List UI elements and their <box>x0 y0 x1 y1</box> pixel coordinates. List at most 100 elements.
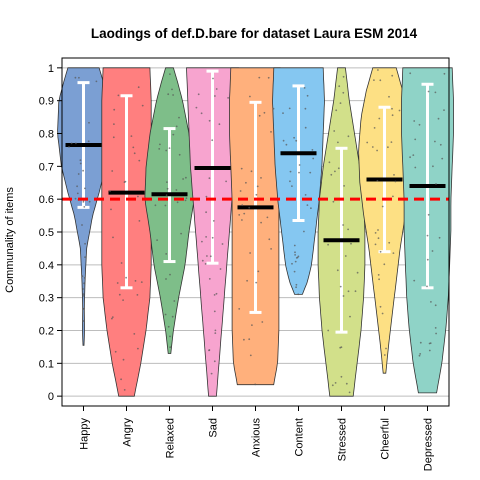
data-point <box>212 77 214 80</box>
data-point <box>83 307 85 310</box>
data-point <box>239 190 242 192</box>
x-tick-label-anxious: Anxious <box>251 418 263 458</box>
data-point <box>409 156 411 159</box>
data-point <box>414 138 417 141</box>
data-point <box>431 250 434 252</box>
data-point <box>413 279 416 282</box>
data-point <box>256 185 259 188</box>
data-point <box>169 335 171 338</box>
data-point <box>393 174 395 176</box>
data-point <box>165 278 167 280</box>
data-point <box>309 171 312 174</box>
y-tick-label: 0.8 <box>39 129 54 141</box>
data-point <box>295 283 298 286</box>
data-point <box>164 204 167 207</box>
data-point <box>342 75 345 78</box>
data-point <box>154 204 157 207</box>
data-point <box>81 275 84 277</box>
data-point <box>123 389 126 391</box>
data-point <box>211 139 214 142</box>
data-point <box>356 271 359 274</box>
data-point <box>270 248 272 250</box>
data-point <box>120 262 123 264</box>
data-point <box>249 354 252 357</box>
data-point <box>258 114 261 117</box>
data-point <box>213 294 216 296</box>
data-point <box>133 152 136 155</box>
data-point <box>347 290 350 293</box>
data-point <box>76 185 78 188</box>
data-point <box>140 281 143 283</box>
data-point <box>338 85 341 88</box>
data-point <box>412 154 415 157</box>
data-point <box>175 189 178 191</box>
data-point <box>335 109 338 112</box>
data-point <box>221 243 224 245</box>
data-point <box>184 199 187 202</box>
data-point <box>443 72 446 75</box>
data-point <box>334 382 337 384</box>
data-point <box>285 143 288 146</box>
data-point <box>82 288 84 290</box>
data-point <box>381 205 384 208</box>
data-point <box>171 315 174 318</box>
x-tick-label-stressed: Stressed <box>337 418 349 461</box>
data-point <box>114 350 117 353</box>
data-point <box>111 316 114 318</box>
data-point <box>112 136 115 139</box>
data-point <box>75 142 77 145</box>
data-point <box>293 136 295 139</box>
data-point <box>167 325 170 328</box>
data-point <box>379 79 382 82</box>
data-point <box>435 183 437 185</box>
data-point <box>291 185 293 188</box>
data-point <box>381 312 384 315</box>
data-point <box>88 121 90 124</box>
data-point <box>182 178 185 180</box>
data-point <box>339 102 342 104</box>
data-point <box>426 258 429 261</box>
data-point <box>388 95 390 98</box>
data-point <box>260 177 262 179</box>
data-point <box>340 346 343 349</box>
data-point <box>243 212 246 215</box>
data-point <box>238 214 241 216</box>
data-point <box>291 262 293 265</box>
data-point <box>441 157 444 160</box>
data-point <box>204 263 207 265</box>
data-point <box>379 305 382 308</box>
y-tick-label: 0.7 <box>39 161 54 173</box>
data-point <box>342 224 344 226</box>
data-point <box>258 76 261 79</box>
data-point <box>84 242 86 245</box>
data-point <box>437 117 440 120</box>
data-point <box>169 346 172 349</box>
data-point <box>74 76 77 79</box>
data-point <box>347 228 349 231</box>
data-point <box>349 315 351 318</box>
data-point <box>377 237 380 240</box>
data-point <box>133 333 136 335</box>
data-point <box>172 94 175 96</box>
data-point <box>205 195 208 198</box>
data-point <box>208 119 211 122</box>
data-point <box>84 187 86 190</box>
data-point <box>166 187 169 190</box>
y-tick-label: 1 <box>48 63 54 75</box>
data-point <box>176 201 179 204</box>
data-point <box>159 143 161 146</box>
data-point <box>137 347 139 350</box>
data-point <box>205 211 208 214</box>
data-point <box>327 329 330 332</box>
data-point <box>197 93 200 96</box>
data-point <box>443 109 445 111</box>
data-point <box>296 256 299 259</box>
data-point <box>434 91 437 94</box>
data-point <box>418 354 421 357</box>
data-point <box>141 104 144 107</box>
data-point <box>215 88 218 90</box>
data-point <box>249 95 251 98</box>
data-point <box>70 142 73 145</box>
data-point <box>136 294 139 296</box>
